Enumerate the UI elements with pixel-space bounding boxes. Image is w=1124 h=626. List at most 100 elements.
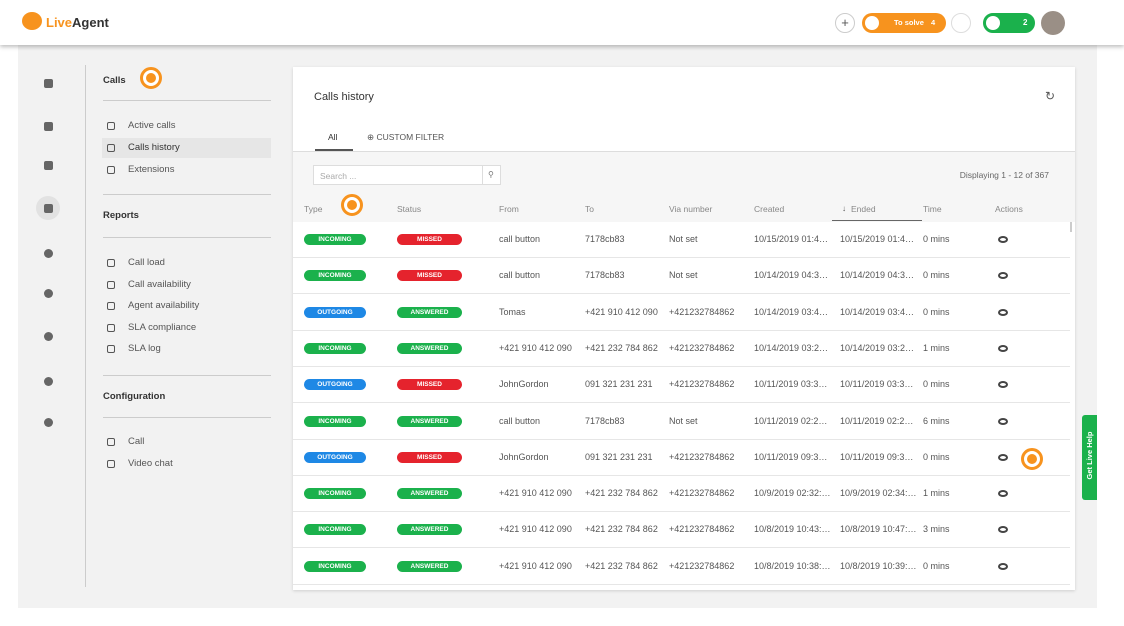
cell-via: +421232784862 <box>669 524 735 535</box>
menu-item[interactable]: Video chat <box>128 458 173 469</box>
view-action[interactable] <box>998 490 1008 498</box>
search-box[interactable]: Search ... ⚲ <box>313 165 501 185</box>
chat-button[interactable] <box>951 13 971 33</box>
refresh-button[interactable]: ↻ <box>1045 89 1056 103</box>
tab[interactable]: ⊕ CUSTOM FILTER <box>367 132 445 142</box>
rail-icon[interactable] <box>44 289 53 298</box>
type-badge: INCOMING <box>304 415 366 427</box>
view-action[interactable] <box>998 272 1008 280</box>
rail-icon[interactable] <box>44 204 53 213</box>
rail-icon[interactable] <box>44 377 53 386</box>
tab-indicator <box>315 149 353 151</box>
cell-from: +421 910 412 090 <box>499 560 572 571</box>
search-icon[interactable]: ⚲ <box>488 170 494 179</box>
view-action[interactable] <box>998 453 1008 461</box>
rail-icon[interactable] <box>44 418 53 427</box>
to-solve-button[interactable]: To solve 4 <box>862 13 946 33</box>
cell-from: Tomas <box>499 306 526 317</box>
rail-icon[interactable] <box>44 332 53 341</box>
status-badge: ANSWERED <box>397 524 462 536</box>
cell-created: 10/14/2019 03:2… <box>754 342 829 353</box>
column-header: Actions <box>995 204 1023 214</box>
sort-arrow: ↓ <box>842 204 846 213</box>
tab[interactable]: All <box>328 132 338 142</box>
column-header: From <box>499 204 519 214</box>
menu-item[interactable]: Call <box>128 436 145 447</box>
cell-time: 6 mins <box>923 415 950 426</box>
view-action[interactable] <box>998 344 1008 352</box>
menu-icon <box>107 438 115 446</box>
cell-via: Not set <box>669 234 698 244</box>
cell-time: 3 mins <box>923 524 950 535</box>
rail-icon[interactable] <box>44 161 53 170</box>
cell-ended: 10/9/2019 02:34:… <box>840 488 917 499</box>
cell-via: +421232784862 <box>669 306 735 317</box>
column-header[interactable]: Ended <box>851 204 876 214</box>
menu-item[interactable]: Active calls <box>128 120 176 131</box>
menu-item[interactable]: Call load <box>128 257 165 268</box>
status-badge: MISSED <box>397 451 462 463</box>
menu-icon <box>107 345 115 353</box>
view-action[interactable] <box>998 236 1008 243</box>
cell-via: +421232784862 <box>669 488 735 499</box>
cell-created: 10/8/2019 10:38:… <box>754 560 831 571</box>
rail-icon[interactable] <box>44 249 53 258</box>
cell-time: 1 mins <box>923 488 950 499</box>
view-action[interactable] <box>998 526 1008 534</box>
cell-created: 10/11/2019 02:2… <box>754 415 828 426</box>
menu-item[interactable]: SLA compliance <box>128 322 197 333</box>
cell-to: 7178cb83 <box>585 270 625 281</box>
calls-button[interactable]: 2 <box>983 13 1035 33</box>
cell-ended: 10/11/2019 02:2… <box>840 415 914 426</box>
menu-item[interactable]: Extensions <box>128 164 175 175</box>
section-title: Configuration <box>103 391 166 402</box>
cell-time: 0 mins <box>923 234 950 244</box>
view-action[interactable] <box>998 308 1008 316</box>
type-badge: INCOMING <box>304 270 366 282</box>
sort-indicator <box>832 220 922 221</box>
view-action[interactable] <box>998 417 1008 425</box>
cell-to: +421 232 784 862 <box>585 560 658 571</box>
column-header: Time <box>923 204 942 214</box>
cell-created: 10/15/2019 01:4… <box>754 234 829 244</box>
avatar[interactable] <box>1041 11 1065 35</box>
type-badge: OUTGOING <box>304 379 366 391</box>
section-title: Calls <box>103 75 126 86</box>
rail-icon[interactable] <box>44 122 53 131</box>
cell-time: 0 mins <box>923 379 950 390</box>
logo-agent: Agent <box>72 15 109 30</box>
status-badge: ANSWERED <box>397 415 462 427</box>
column-header: Type <box>304 204 323 214</box>
rail-icon[interactable] <box>44 79 53 88</box>
help-tab[interactable]: Get Live Help <box>1082 415 1097 500</box>
type-badge: INCOMING <box>304 488 366 500</box>
menu-item[interactable]: Call availability <box>128 279 191 290</box>
add-button[interactable]: + <box>835 13 855 33</box>
divider <box>103 237 271 238</box>
menu-item[interactable]: Calls history <box>128 142 180 153</box>
help-tab-label: Get Live Help <box>1085 431 1094 480</box>
cell-to: +421 232 784 862 <box>585 524 658 535</box>
status-badge: MISSED <box>397 379 462 391</box>
to-solve-label: To solve <box>894 18 924 27</box>
menu-item[interactable]: Agent availability <box>128 300 200 311</box>
cell-to: +421 232 784 862 <box>585 342 658 353</box>
logo[interactable]: LiveAgent <box>46 15 109 30</box>
status-badge: ANSWERED <box>397 488 462 500</box>
cell-from: +421 910 412 090 <box>499 488 572 499</box>
view-action[interactable] <box>998 562 1008 570</box>
divider <box>103 417 271 418</box>
cell-from: +421 910 412 090 <box>499 524 572 535</box>
type-badge: OUTGOING <box>304 451 366 463</box>
cell-ended: 10/8/2019 10:39:… <box>840 560 917 571</box>
tab-label: CUSTOM FILTER <box>376 132 445 142</box>
cell-via: +421232784862 <box>669 379 735 390</box>
cell-from: call button <box>499 270 541 281</box>
menu-icon <box>107 122 115 130</box>
status-badge: ANSWERED <box>397 306 462 318</box>
menu-item[interactable]: SLA log <box>128 343 161 354</box>
type-badge: INCOMING <box>304 342 366 354</box>
view-action[interactable] <box>998 381 1008 389</box>
cell-created: 10/8/2019 10:43:… <box>754 524 831 535</box>
